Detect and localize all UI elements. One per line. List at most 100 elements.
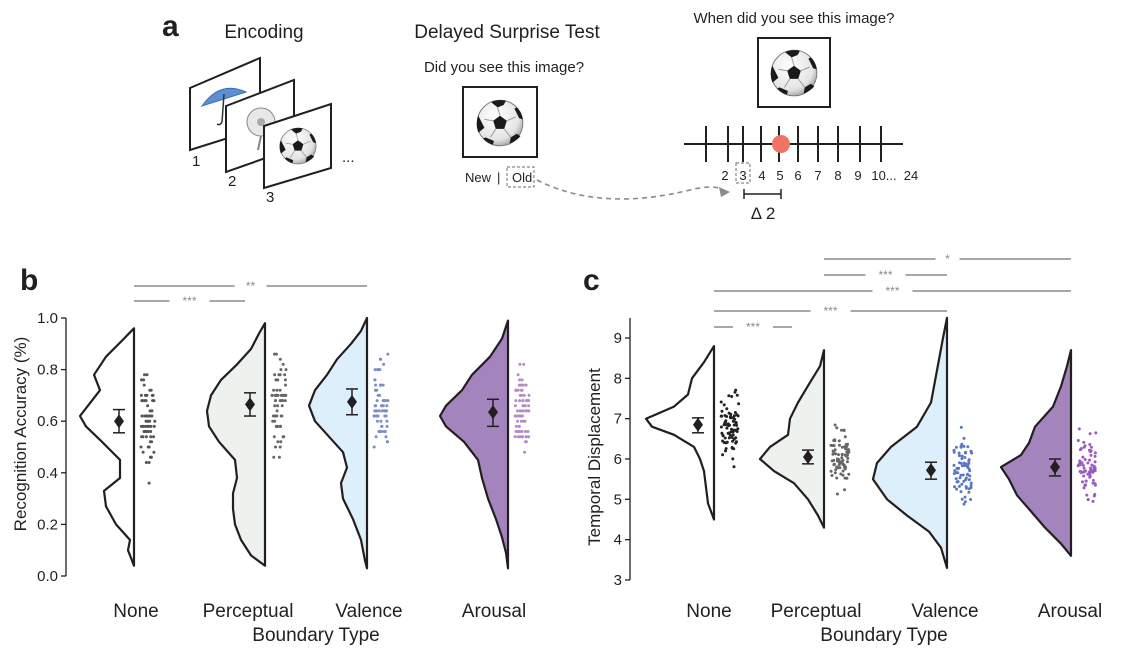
data-point	[1081, 455, 1085, 459]
data-point	[521, 383, 525, 387]
data-point	[382, 362, 386, 366]
data-point	[278, 424, 282, 428]
significance-label: *	[945, 252, 950, 266]
dots-perceptual	[829, 423, 851, 496]
soccer-ball-icon	[770, 49, 818, 97]
data-point	[968, 474, 972, 478]
data-point	[720, 414, 724, 418]
data-point	[735, 393, 739, 397]
data-point	[278, 445, 282, 449]
data-point	[835, 492, 839, 496]
significance-label: **	[246, 279, 256, 293]
data-point	[271, 419, 275, 423]
data-point	[953, 469, 957, 473]
x-tick-label: Arousal	[462, 601, 526, 622]
data-point	[962, 479, 966, 483]
data-point	[730, 435, 734, 439]
mean-marker	[347, 394, 357, 409]
data-point	[732, 423, 736, 427]
data-point	[733, 411, 737, 414]
data-point	[375, 419, 379, 423]
data-point	[514, 430, 518, 433]
umbrella-icon	[200, 87, 248, 126]
data-point	[518, 393, 522, 397]
data-point	[150, 409, 154, 413]
data-point	[270, 393, 274, 397]
data-point	[723, 436, 727, 440]
data-point	[525, 399, 529, 403]
data-point	[520, 430, 524, 433]
data-point	[280, 414, 284, 418]
data-point	[966, 445, 970, 449]
data-point	[281, 362, 285, 366]
dots-valence	[372, 352, 390, 449]
data-point	[277, 455, 281, 459]
data-point	[381, 383, 385, 387]
data-point	[522, 393, 526, 397]
panel-a: a Encoding 1 2 3 .	[162, 10, 918, 223]
data-point	[846, 456, 850, 460]
data-point	[847, 448, 851, 452]
data-point	[377, 430, 381, 433]
encoding-title: Encoding	[224, 22, 303, 43]
data-point	[955, 487, 959, 491]
data-point	[146, 404, 150, 408]
data-point	[731, 457, 735, 461]
data-point	[728, 433, 732, 437]
data-point	[735, 423, 739, 427]
violin-valence	[307, 316, 369, 570]
data-point	[721, 453, 725, 457]
data-point	[842, 463, 846, 467]
mean-marker	[803, 449, 813, 464]
x-tick-label: None	[686, 601, 731, 622]
dots-perceptual	[270, 352, 288, 459]
data-point	[733, 417, 737, 421]
data-point	[514, 399, 518, 403]
data-point	[1076, 439, 1080, 442]
data-point	[526, 430, 530, 433]
significance-label: ***	[182, 294, 196, 308]
data-point	[524, 435, 528, 439]
mean-marker	[245, 397, 255, 412]
encoding-frame-3: 3	[263, 102, 332, 206]
data-point	[519, 414, 523, 418]
y-tick-label: 3	[614, 572, 622, 589]
data-point	[734, 388, 738, 392]
data-point	[723, 420, 727, 424]
data-point	[372, 445, 376, 449]
data-point	[954, 445, 958, 449]
data-point	[276, 404, 280, 408]
data-point	[1093, 460, 1097, 464]
data-point	[958, 476, 962, 480]
data-point	[719, 425, 723, 429]
data-point	[954, 477, 958, 481]
data-point	[734, 436, 738, 440]
data-point	[521, 409, 525, 413]
data-point	[1083, 483, 1087, 487]
data-point	[1088, 448, 1091, 452]
data-point	[721, 434, 725, 438]
data-point	[960, 457, 964, 461]
data-point	[730, 395, 734, 398]
data-point	[964, 451, 967, 455]
data-point	[385, 440, 389, 444]
y-tick-label: 0.6	[37, 413, 58, 430]
data-point	[1086, 498, 1090, 501]
new-option: New	[465, 170, 492, 185]
panel-c-ylabel: Temporal Displacement	[585, 368, 604, 546]
data-point	[272, 455, 276, 459]
data-point	[382, 399, 386, 403]
data-point	[846, 453, 849, 457]
data-point	[523, 430, 527, 433]
data-point	[383, 409, 387, 413]
data-point	[842, 429, 846, 432]
data-point	[147, 481, 151, 485]
data-point	[278, 373, 282, 377]
data-point	[1081, 480, 1084, 484]
data-point	[732, 465, 736, 469]
data-point	[141, 424, 145, 428]
data-point	[1088, 458, 1091, 462]
violin-none	[78, 327, 136, 567]
soccer-ball-icon	[476, 99, 524, 147]
